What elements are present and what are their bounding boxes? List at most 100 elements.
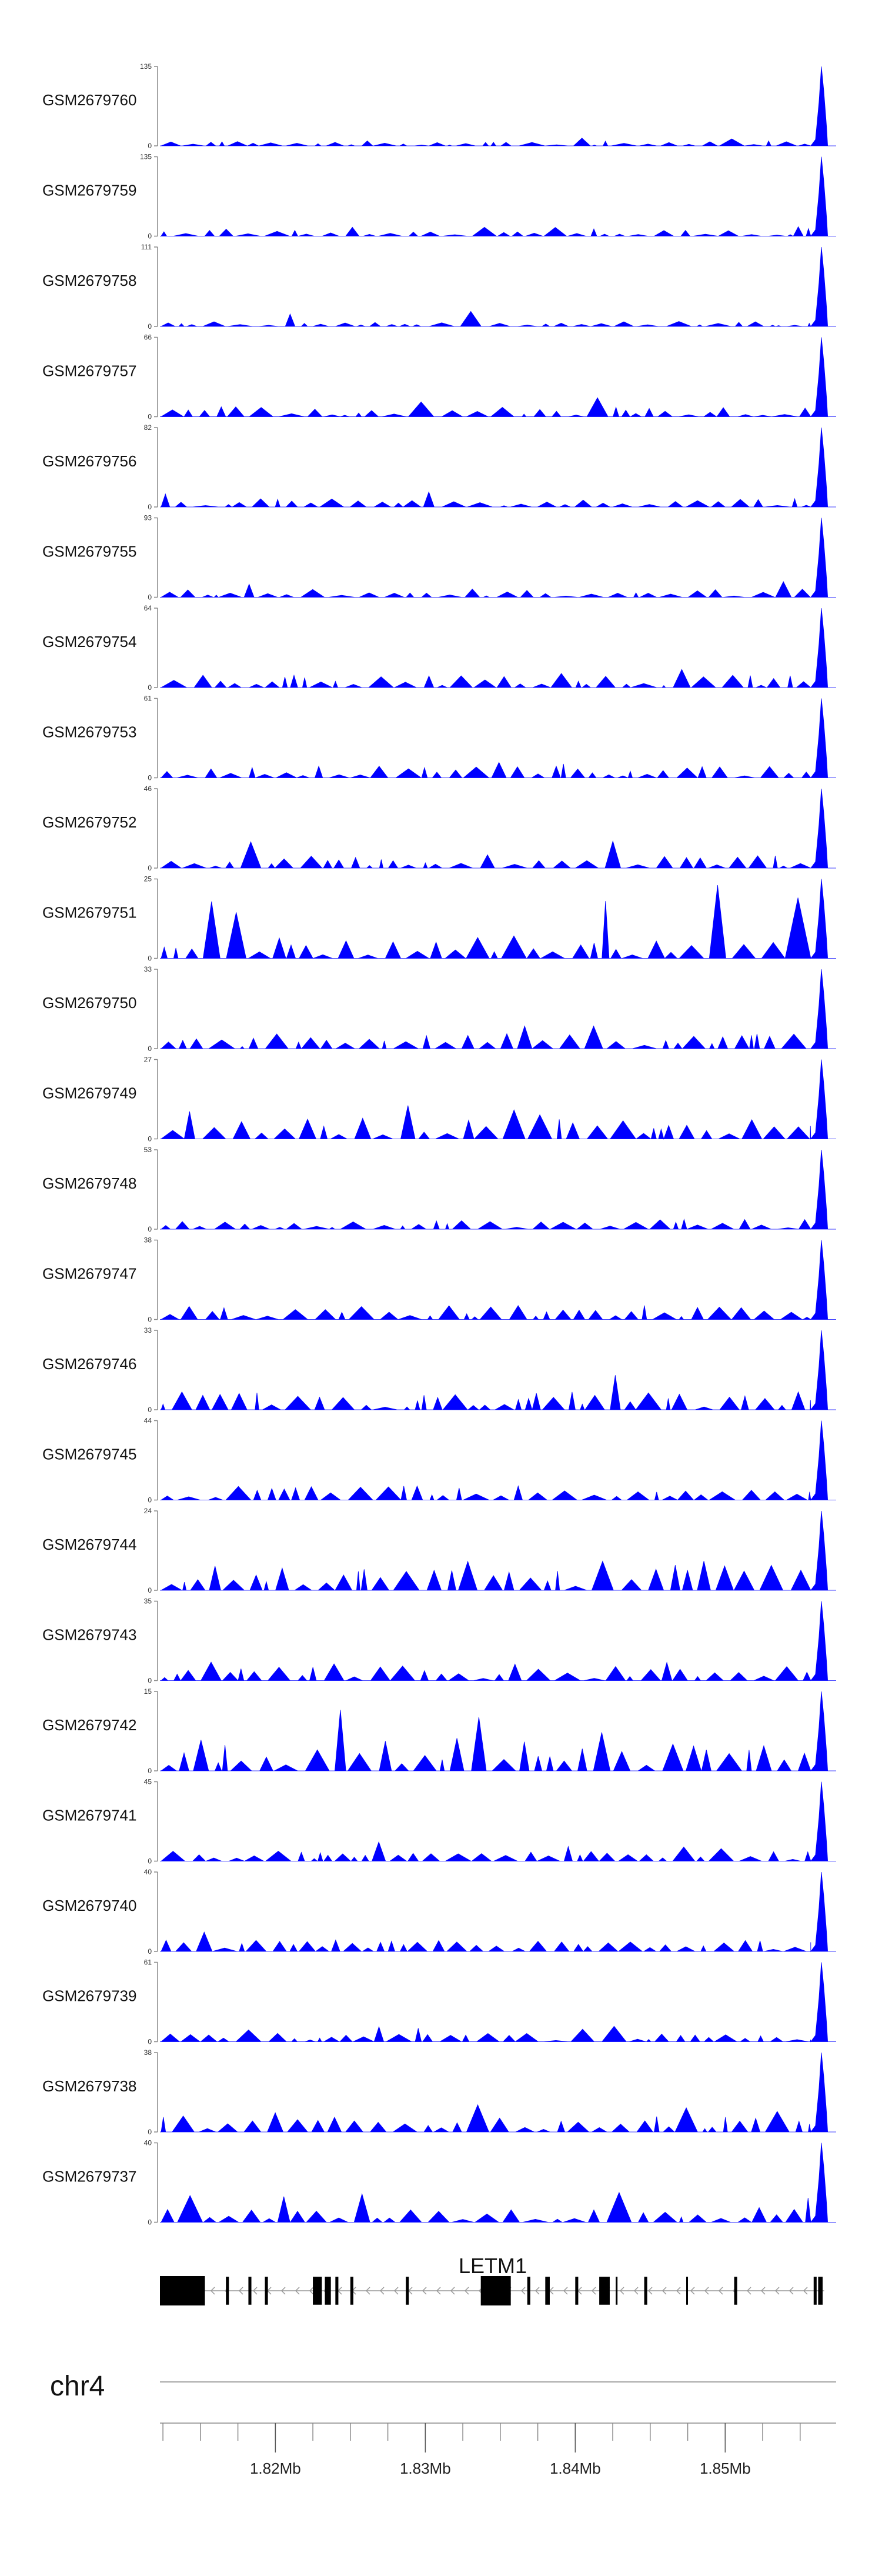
track-label: GSM2679739	[42, 1987, 136, 2005]
track-label: GSM2679753	[42, 723, 136, 741]
y-max-label: 61	[144, 1958, 152, 1967]
coverage-area	[160, 66, 836, 146]
y-max-label: 27	[144, 1056, 152, 1064]
y-max-label: 53	[144, 1146, 152, 1154]
coverage-track: GSM2679748 53 0	[42, 1146, 836, 1233]
track-label: GSM2679746	[42, 1355, 136, 1373]
strand-arrow-icon	[238, 2287, 243, 2295]
coverage-track: GSM2679744 24 0	[42, 1507, 836, 1594]
strand-arrow-icon	[379, 2287, 385, 2295]
strand-arrow-icon	[704, 2287, 709, 2295]
gene-exon	[527, 2277, 530, 2305]
gene-exon	[734, 2277, 737, 2305]
y-min-label: 0	[148, 593, 152, 602]
y-max-label: 35	[144, 1597, 152, 1606]
y-min-label: 0	[148, 1406, 152, 1414]
coverage-track: GSM2679742 15 0	[42, 1687, 836, 1775]
y-max-label: 45	[144, 1778, 152, 1786]
gene-model-track: LETM1	[160, 2254, 824, 2305]
gene-exon	[813, 2277, 817, 2305]
coverage-track: GSM2679738 38 0	[42, 2048, 836, 2136]
coverage-area	[160, 1601, 836, 1681]
y-max-label: 66	[144, 333, 152, 342]
y-max-label: 38	[144, 1236, 152, 1244]
strand-arrow-icon	[309, 2287, 314, 2295]
y-min-label: 0	[148, 864, 152, 872]
coverage-area	[160, 518, 836, 598]
gene-exon	[480, 2276, 511, 2305]
strand-arrow-icon	[534, 2287, 540, 2295]
track-label: GSM2679759	[42, 182, 136, 199]
coverage-track: GSM2679746 33 0	[42, 1326, 836, 1414]
y-max-label: 40	[144, 2139, 152, 2147]
y-min-label: 0	[148, 955, 152, 963]
strand-arrow-icon	[563, 2287, 568, 2295]
y-min-label: 0	[148, 142, 152, 150]
y-min-label: 0	[148, 774, 152, 782]
gene-exon	[160, 2276, 205, 2305]
track-label: GSM2679752	[42, 813, 136, 831]
strand-arrow-icon	[619, 2287, 624, 2295]
y-min-label: 0	[148, 1586, 152, 1594]
track-label: GSM2679748	[42, 1174, 136, 1192]
coverage-track: GSM2679753 61 0	[42, 695, 836, 782]
coverage-area	[160, 879, 836, 959]
coverage-area	[160, 337, 836, 418]
coverage-track: GSM2679757 66 0	[42, 333, 836, 421]
y-max-label: 38	[144, 2048, 152, 2057]
y-min-label: 0	[148, 1316, 152, 1324]
strand-arrow-icon	[450, 2287, 455, 2295]
coverage-tracks: GSM2679760 135 0 GSM2679759 135 0 GSM2679758 11…	[42, 62, 836, 2227]
strand-arrow-icon	[520, 2287, 526, 2295]
genome-tick-label: 1.83Mb	[400, 2460, 451, 2477]
strand-arrow-icon	[280, 2287, 286, 2295]
coverage-area	[160, 156, 836, 237]
track-label: GSM2679754	[42, 633, 136, 650]
coverage-track: GSM2679756 82 0	[42, 423, 836, 511]
coverage-track: GSM2679755 93 0	[42, 514, 836, 602]
track-label: GSM2679757	[42, 362, 136, 380]
coverage-area	[160, 1781, 836, 1862]
gene-exon	[686, 2277, 689, 2305]
track-label: GSM2679741	[42, 1807, 136, 1824]
strand-arrow-icon	[464, 2287, 469, 2295]
y-min-label: 0	[148, 322, 152, 331]
track-label: GSM2679750	[42, 994, 136, 1012]
strand-arrow-icon	[422, 2287, 427, 2295]
strand-arrow-icon	[393, 2287, 399, 2295]
track-label: GSM2679760	[42, 91, 136, 109]
coverage-track: GSM2679739 61 0	[42, 1958, 836, 2046]
coverage-track: GSM2679743 35 0	[42, 1597, 836, 1685]
genome-axis-track: chr4 1.82Mb 1.83Mb 1.84Mb 1.85Mb	[50, 2371, 836, 2477]
coverage-area	[160, 246, 836, 327]
track-label: GSM2679756	[42, 452, 136, 470]
coverage-track: GSM2679751 25 0	[42, 875, 836, 963]
coverage-track: GSM2679741 45 0	[42, 1778, 836, 1866]
genome-tick-label: 1.85Mb	[700, 2460, 751, 2477]
y-max-label: 93	[144, 514, 152, 522]
y-max-label: 111	[141, 243, 152, 251]
coverage-area	[160, 1330, 836, 1411]
gene-exon	[335, 2277, 339, 2305]
gene-exon	[575, 2277, 579, 2305]
strand-arrow-icon	[718, 2287, 723, 2295]
y-max-label: 46	[144, 785, 152, 793]
track-label: GSM2679747	[42, 1265, 136, 1283]
track-label: GSM2679755	[42, 543, 136, 560]
coverage-track: GSM2679752 46 0	[42, 785, 836, 872]
track-label: GSM2679758	[42, 272, 136, 289]
gene-exon	[248, 2277, 252, 2305]
y-max-label: 40	[144, 1868, 152, 1876]
coverage-track: GSM2679758 111 0	[42, 243, 836, 331]
strand-arrow-icon	[365, 2287, 370, 2295]
strand-arrow-icon	[803, 2287, 808, 2295]
coverage-area	[160, 1510, 836, 1591]
y-min-label: 0	[148, 1045, 152, 1053]
strand-arrow-icon	[295, 2287, 300, 2295]
strand-arrow-icon	[760, 2287, 766, 2295]
strand-arrow-icon	[252, 2287, 258, 2295]
coverage-track: GSM2679750 33 0	[42, 965, 836, 1053]
y-max-label: 33	[144, 965, 152, 973]
y-max-label: 24	[144, 1507, 152, 1515]
